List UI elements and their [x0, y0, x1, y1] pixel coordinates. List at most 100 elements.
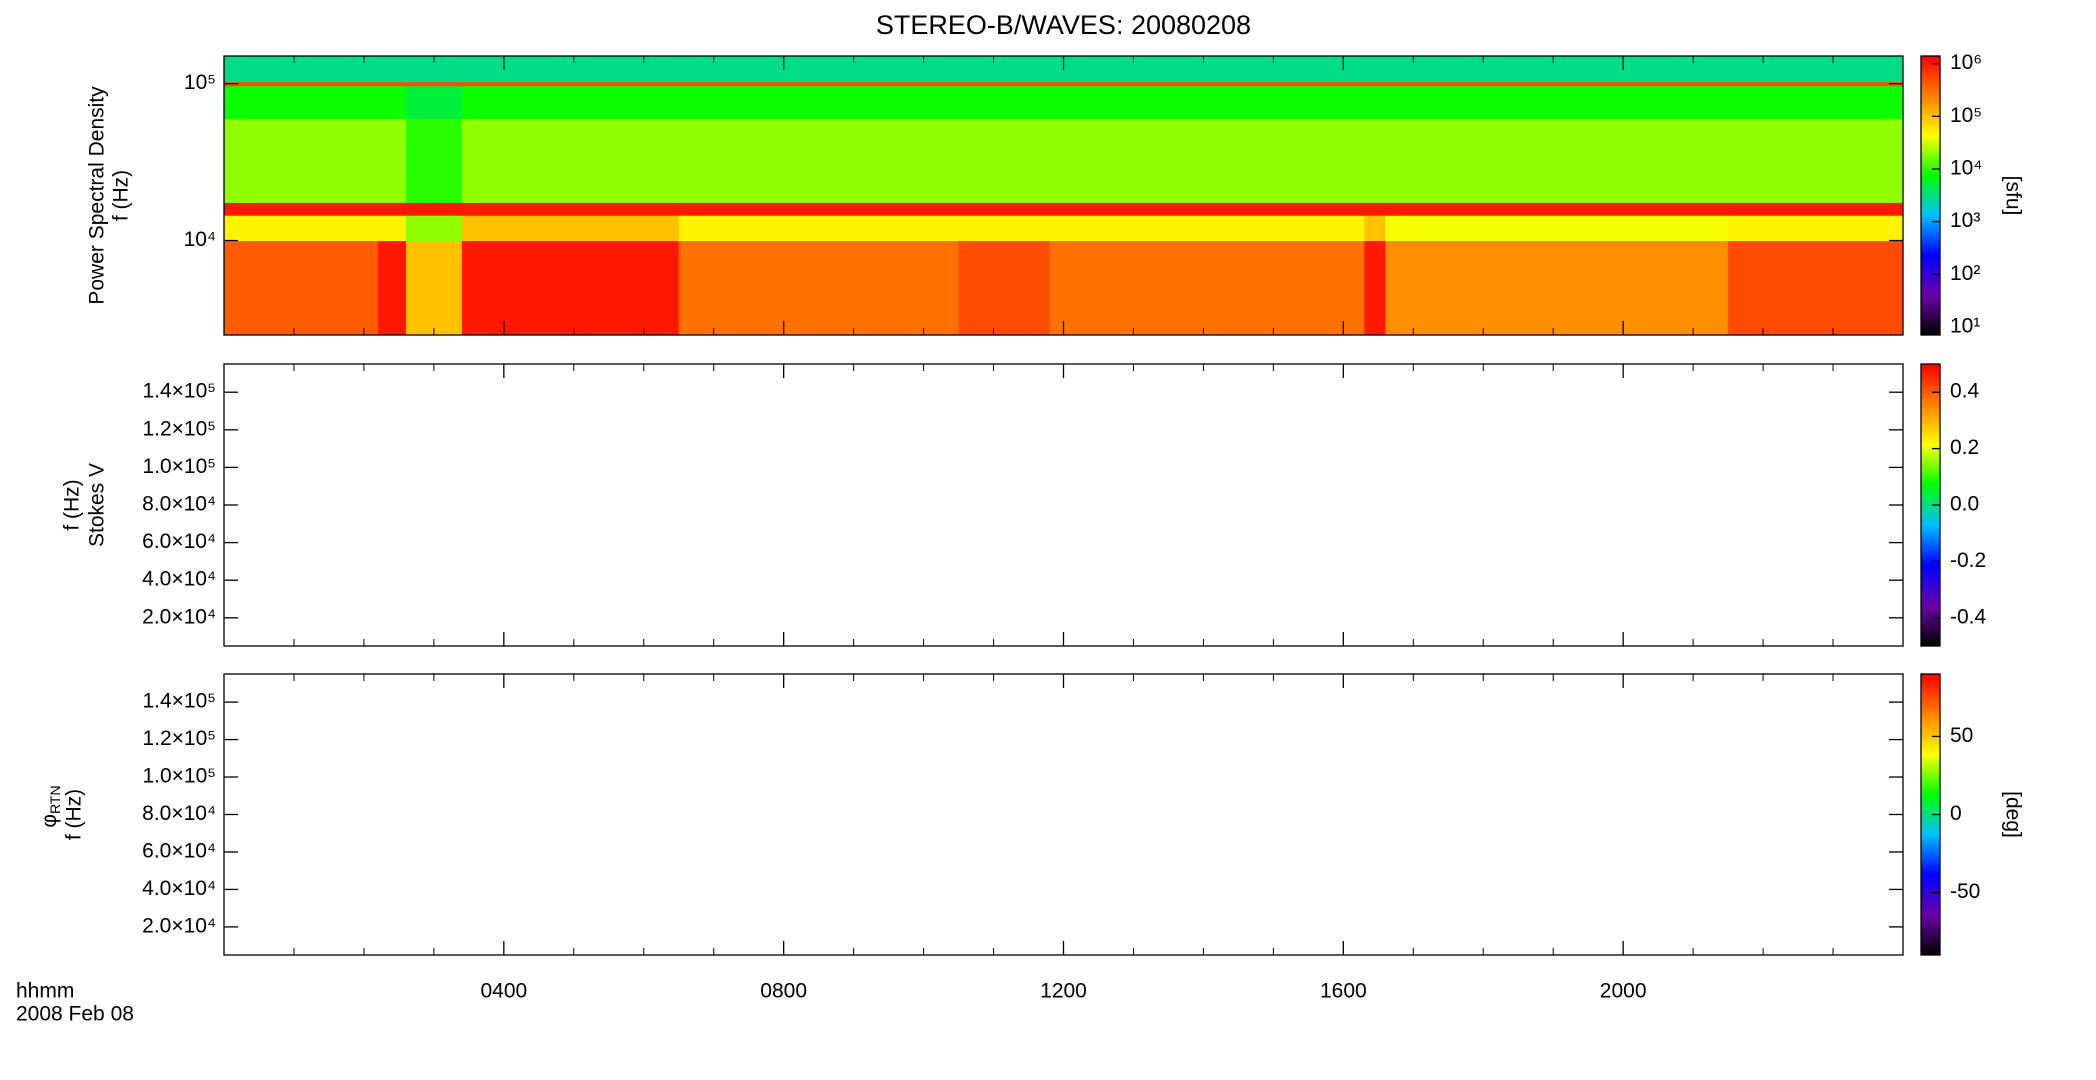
- heatmap-cell: [405, 118, 463, 203]
- heatmap-cell: [224, 81, 379, 87]
- heatmap-cell: [783, 81, 960, 87]
- colorbar-label: [sfu]: [2001, 176, 2024, 216]
- colorbar-label: [deg]: [2001, 791, 2024, 838]
- colorbar: [1920, 55, 1941, 336]
- colorbar-tick-label: -0.2: [1950, 549, 1986, 572]
- heatmap-cell: [1364, 118, 1386, 203]
- heatmap-cell: [1728, 202, 1904, 216]
- heatmap-cell: [783, 56, 960, 83]
- heatmap-cell: [461, 81, 680, 87]
- heatmap-cell: [1049, 240, 1365, 336]
- heatmap-cell: [783, 118, 960, 203]
- colorbar-tick-label: 10⁵: [1950, 104, 1982, 127]
- y-axis-label: f (Hz): [61, 479, 84, 530]
- colorbar-tick-label: -0.4: [1950, 605, 1987, 628]
- colorbar-tick-label: 0: [1950, 802, 1962, 825]
- heatmap-cell: [783, 202, 960, 216]
- heatmap-cell: [1385, 240, 1729, 336]
- chart-title: STEREO-B/WAVES: 20080208: [876, 10, 1251, 40]
- heatmap-cell: [678, 85, 785, 119]
- colorbar-tick-label: 0.2: [1950, 436, 1979, 459]
- heatmap-cell: [1364, 81, 1386, 87]
- heatmap-cell: [377, 81, 407, 87]
- heatmap-cell: [377, 56, 407, 83]
- x-tick-label: 1600: [1320, 980, 1367, 1003]
- heatmap-cell: [1049, 215, 1365, 242]
- colorbar-tick-label: 0.4: [1950, 380, 1980, 403]
- heatmap-cell: [377, 202, 407, 216]
- heatmap-cell: [958, 56, 1051, 83]
- y-tick-label: 1.4×10⁵: [142, 380, 216, 403]
- heatmap-cell: [377, 215, 407, 242]
- colorbar-tick-label: -50: [1950, 880, 1980, 903]
- heatmap-cell: [224, 56, 379, 83]
- heatmap-cell: [461, 215, 680, 242]
- heatmap-cell: [678, 56, 785, 83]
- y-tick-label: 2.0×10⁴: [142, 914, 216, 937]
- heatmap-cell: [1385, 56, 1729, 83]
- y-tick-label: 10⁵: [184, 71, 216, 94]
- heatmap-cell: [1049, 56, 1365, 83]
- heatmap-cell: [224, 118, 379, 203]
- colorbar-tick-label: 10¹: [1950, 314, 1980, 337]
- heatmap-cell: [461, 240, 680, 336]
- heatmap-cell: [461, 202, 680, 216]
- y-tick-label: 1.4×10⁵: [142, 690, 216, 713]
- y-tick-label: 6.0×10⁴: [142, 840, 216, 863]
- heatmap-cell: [1364, 240, 1386, 336]
- heatmap-cell: [1049, 85, 1365, 119]
- heatmap-cell: [1728, 56, 1904, 83]
- heatmap-cell: [1364, 56, 1386, 83]
- y-tick-label: 6.0×10⁴: [142, 530, 216, 553]
- y-tick-label: 8.0×10⁴: [142, 493, 216, 516]
- heatmap-cell: [224, 215, 379, 242]
- y-tick-label: 8.0×10⁴: [142, 802, 216, 825]
- heatmap-cell: [958, 202, 1051, 216]
- heatmap-cell: [1364, 215, 1386, 242]
- heatmap-cell: [405, 85, 463, 119]
- heatmap-cell: [1385, 81, 1729, 87]
- heatmap-cell: [783, 85, 960, 119]
- y-axis-symbol: φ: [38, 814, 61, 828]
- heatmap-cell: [461, 56, 680, 83]
- heatmap-cell: [1385, 202, 1729, 216]
- heatmap-cell: [678, 118, 785, 203]
- heatmap-cell: [405, 240, 463, 336]
- heatmap-cell: [678, 215, 785, 242]
- x-axis-label: hhmm: [16, 980, 74, 1003]
- heatmap-cell: [377, 118, 407, 203]
- y-tick-label: 1.2×10⁵: [142, 727, 216, 750]
- heatmap-cell: [377, 85, 407, 119]
- colorbar-tick-label: 10⁴: [1950, 157, 1982, 180]
- heatmap-cell: [405, 215, 463, 242]
- y-axis-subscript: RTN: [47, 785, 63, 814]
- heatmap-cell: [678, 202, 785, 216]
- heatmap-cell: [1049, 81, 1365, 87]
- colorbar-tick-label: 10⁶: [1950, 51, 1982, 74]
- heatmap-cell: [1728, 81, 1904, 87]
- heatmap-cell: [1728, 240, 1904, 336]
- heatmap-cell: [461, 118, 680, 203]
- heatmap-cell: [224, 85, 379, 119]
- heatmap-cell: [1728, 215, 1904, 242]
- colorbar-tick-label: 10³: [1950, 209, 1980, 232]
- heatmap-cell: [678, 240, 785, 336]
- heatmap-cell: [958, 81, 1051, 87]
- y-axis-label: f (Hz): [110, 170, 133, 221]
- y-tick-label: 4.0×10⁴: [142, 877, 216, 900]
- heatmap-cell: [1385, 118, 1729, 203]
- x-tick-label: 1200: [1040, 980, 1087, 1003]
- x-axis-label: 2008 Feb 08: [16, 1003, 134, 1026]
- heatmap-cell: [1049, 118, 1365, 203]
- heatmap-cell: [1728, 85, 1904, 119]
- heatmap-cell: [958, 85, 1051, 119]
- heatmap-cell: [783, 215, 960, 242]
- y-tick-label: 10⁴: [184, 228, 216, 251]
- heatmap-cell: [783, 240, 960, 336]
- x-tick-label: 0400: [480, 980, 527, 1003]
- y-axis-label: f (Hz): [63, 789, 86, 840]
- heatmap-cell: [1385, 85, 1729, 119]
- heatmap-cell: [224, 240, 379, 336]
- heatmap-cell: [958, 118, 1051, 203]
